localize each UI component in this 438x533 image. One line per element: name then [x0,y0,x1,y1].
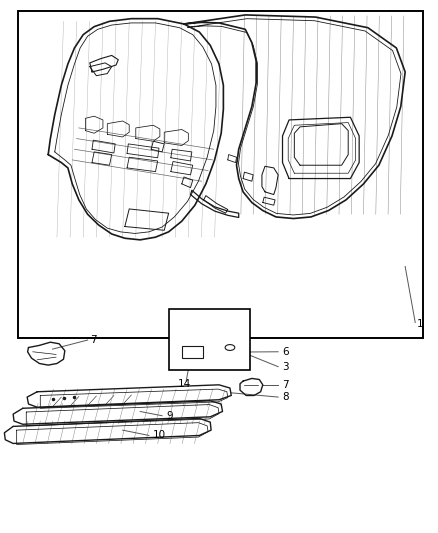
Text: 10: 10 [153,431,166,440]
Text: 7: 7 [283,380,289,390]
Text: 14: 14 [177,379,191,389]
Bar [18,11,423,338]
Text: 8: 8 [283,392,289,402]
Bar [182,346,203,358]
Text: 1: 1 [417,319,423,329]
Text: 7: 7 [90,335,96,345]
Text: 6: 6 [283,347,289,357]
Text: 9: 9 [166,411,173,421]
Text: 3: 3 [283,362,289,372]
Bar [169,309,250,370]
